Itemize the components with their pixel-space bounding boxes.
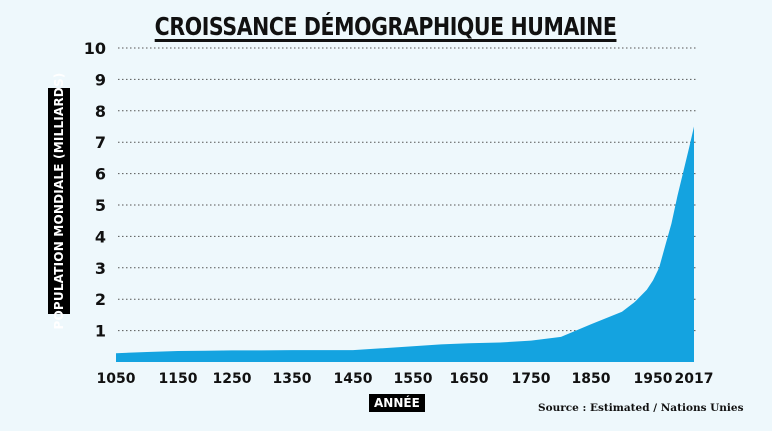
x-tick-1150: 1150 <box>159 371 198 387</box>
x-tick-1850: 1850 <box>572 371 611 387</box>
y-tick-8: 8 <box>95 102 106 121</box>
y-tick-labels: 1 2 3 4 5 6 7 8 9 10 <box>84 39 106 341</box>
chart-title: CROISSANCE DÉMOGRAPHIQUE HUMAINE <box>0 12 772 41</box>
x-tick-1750: 1750 <box>512 371 551 387</box>
y-tick-3: 3 <box>95 259 106 278</box>
source-note: Source : Estimated / Nations Unies <box>538 402 744 414</box>
y-tick-1: 1 <box>95 322 106 341</box>
chart-title-text: CROISSANCE DÉMOGRAPHIQUE HUMAINE <box>155 12 617 41</box>
x-tick-2017: 2017 <box>675 371 714 387</box>
x-tick-1050: 1050 <box>97 371 136 387</box>
x-tick-labels: 1050 1150 1250 1350 1450 1550 1650 1750 1850 1950… <box>97 371 714 387</box>
y-tick-5: 5 <box>95 196 106 215</box>
x-tick-1350: 1350 <box>273 371 312 387</box>
x-tick-1950: 1950 <box>634 371 673 387</box>
y-tick-4: 4 <box>95 227 106 246</box>
x-tick-1450: 1450 <box>334 371 373 387</box>
y-tick-9: 9 <box>95 70 106 89</box>
population-area <box>116 126 694 362</box>
y-axis-label-box <box>48 88 70 314</box>
area-series <box>116 126 694 362</box>
x-tick-1250: 1250 <box>213 371 252 387</box>
y-tick-6: 6 <box>95 165 106 184</box>
x-tick-1550: 1550 <box>394 371 433 387</box>
y-tick-10: 10 <box>84 39 106 58</box>
y-tick-2: 2 <box>95 290 106 309</box>
grid-lines <box>118 47 696 332</box>
x-axis-label: ANNÉE <box>369 394 425 412</box>
y-tick-7: 7 <box>95 133 106 152</box>
x-tick-1650: 1650 <box>450 371 489 387</box>
